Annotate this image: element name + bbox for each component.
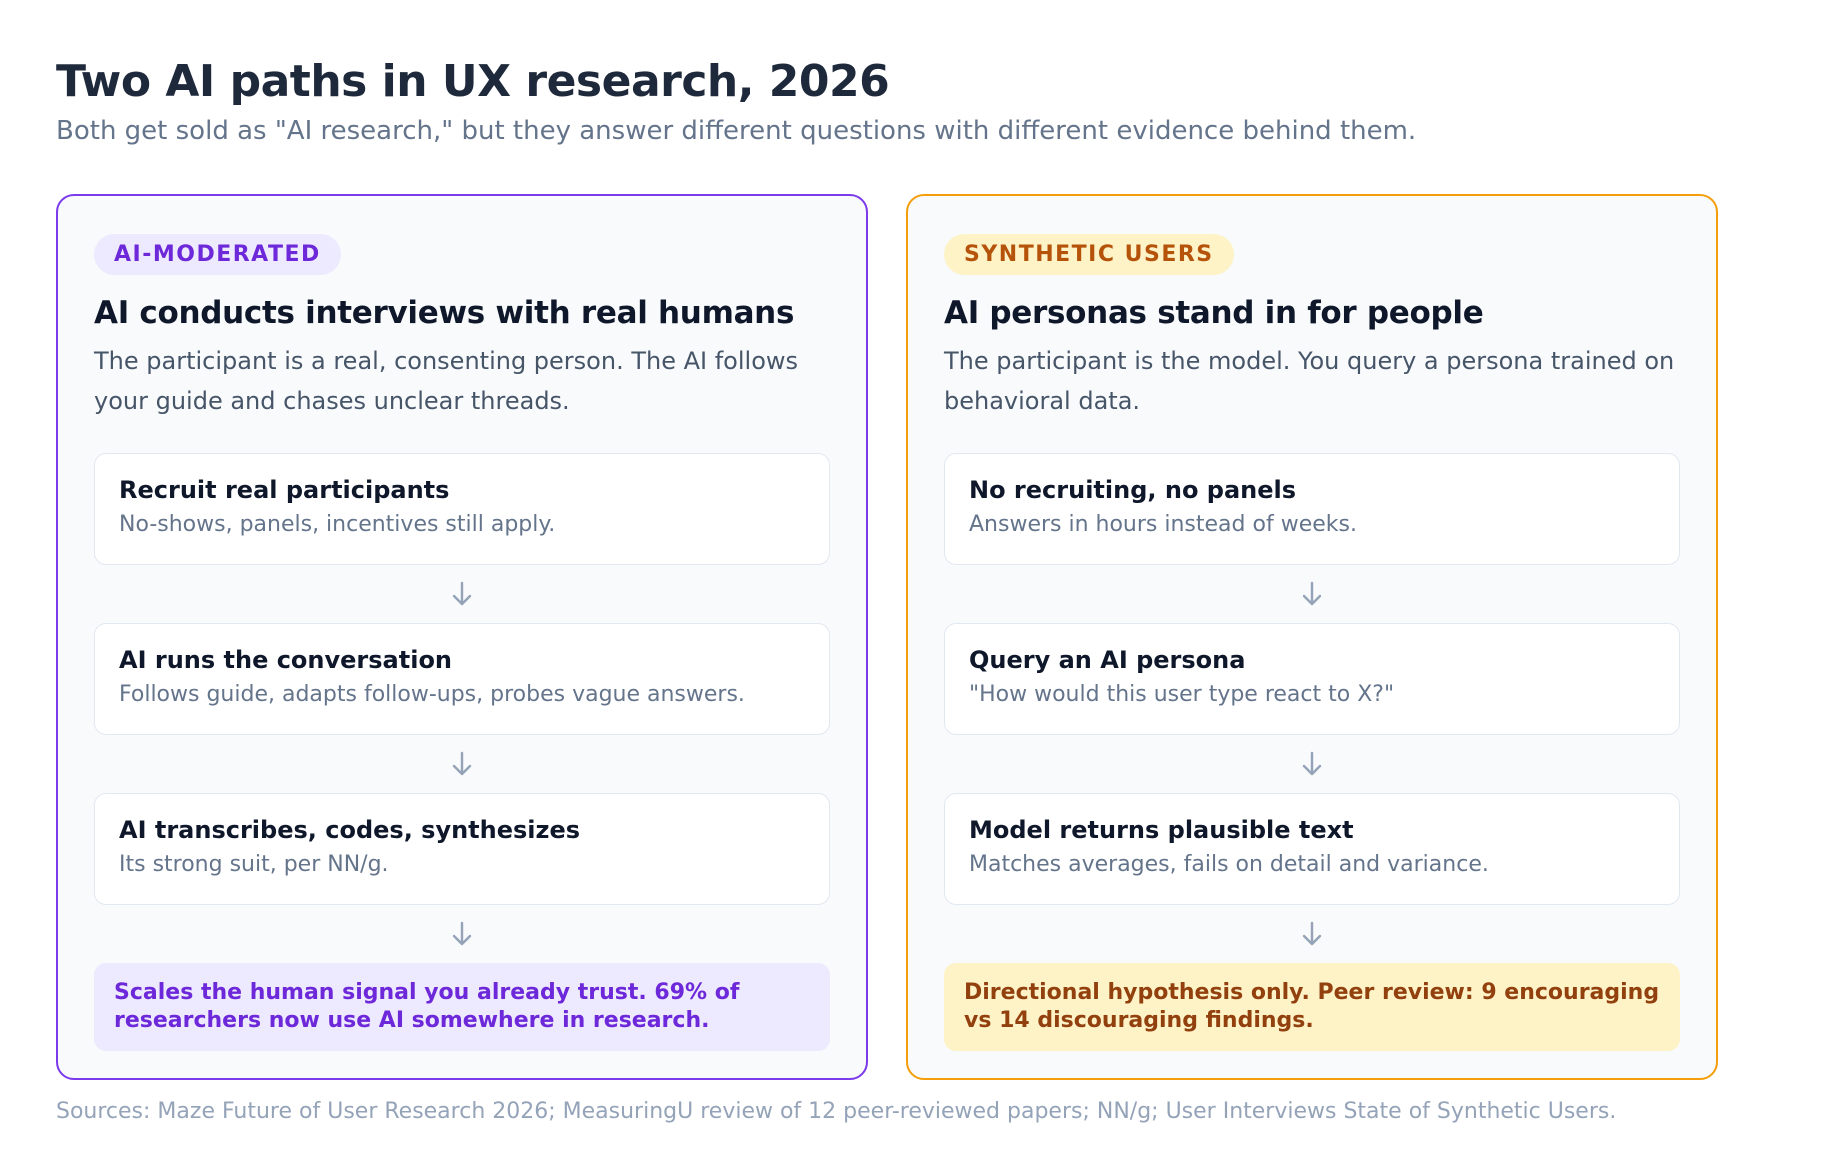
step-description: Its strong suit, per NN/g. — [119, 852, 389, 877]
synthetic-users-outcome: Directional hypothesis only. Peer review… — [944, 963, 1680, 1051]
step-title: Recruit real participants — [119, 476, 450, 504]
step-title: AI runs the conversation — [119, 646, 453, 674]
step-no-recruiting: No recruiting, no panels Answers in hour… — [944, 453, 1680, 565]
arrow-down-icon — [944, 735, 1680, 793]
arrow-down-icon — [944, 565, 1680, 623]
step-title: Query an AI persona — [969, 646, 1246, 674]
arrow-down-icon — [94, 905, 830, 963]
step-model-returns-text: Model returns plausible text Matches ave… — [944, 793, 1680, 905]
step-ai-runs-conversation: AI runs the conversation Follows guide, … — [94, 623, 830, 735]
step-title: AI transcribes, codes, synthesizes — [119, 816, 581, 844]
ai-moderated-badge: AI-MODERATED — [94, 234, 341, 275]
step-description: Follows guide, adapts follow-ups, probes… — [119, 682, 745, 707]
sources-footnote: Sources: Maze Future of User Research 20… — [56, 1099, 1617, 1124]
step-title: Model returns plausible text — [969, 816, 1354, 844]
step-description: Matches averages, fails on detail and va… — [969, 852, 1489, 877]
page-title: Two AI paths in UX research, 2026 — [56, 56, 890, 107]
step-description: No-shows, panels, incentives still apply… — [119, 512, 556, 537]
arrow-down-icon — [944, 905, 1680, 963]
synthetic-users-card: SYNTHETIC USERS AI personas stand in for… — [906, 194, 1718, 1080]
arrow-down-icon — [94, 565, 830, 623]
step-recruit-real-participants: Recruit real participants No-shows, pane… — [94, 453, 830, 565]
step-ai-transcribes: AI transcribes, codes, synthesizes Its s… — [94, 793, 830, 905]
arrow-down-icon — [94, 735, 830, 793]
ai-moderated-title: AI conducts interviews with real humans — [94, 295, 795, 331]
step-description: Answers in hours instead of weeks. — [969, 512, 1357, 537]
ai-moderated-outcome: Scales the human signal you already trus… — [94, 963, 830, 1051]
synthetic-users-badge: SYNTHETIC USERS — [944, 234, 1234, 275]
step-description: "How would this user type react to X?" — [969, 682, 1395, 707]
ai-moderated-card: AI-MODERATED AI conducts interviews with… — [56, 194, 868, 1080]
ai-moderated-description: The participant is a real, consenting pe… — [94, 347, 799, 415]
step-query-ai-persona: Query an AI persona "How would this user… — [944, 623, 1680, 735]
synthetic-users-title: AI personas stand in for people — [944, 295, 1484, 331]
step-title: No recruiting, no panels — [969, 476, 1297, 504]
synthetic-users-description: The participant is the model. You query … — [944, 347, 1675, 415]
page-subtitle: Both get sold as "AI research," but they… — [56, 116, 1417, 146]
